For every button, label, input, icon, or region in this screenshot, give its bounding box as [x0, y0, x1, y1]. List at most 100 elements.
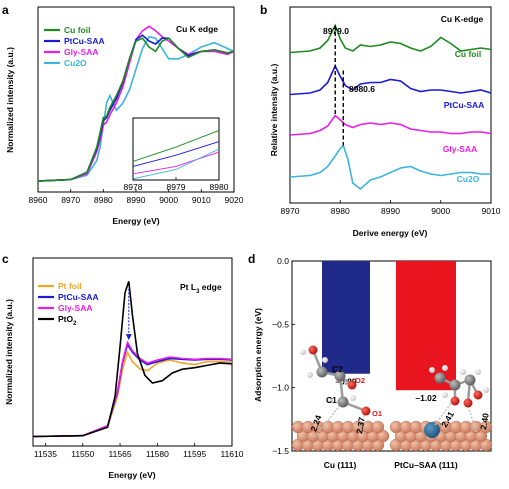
y-axis-title-b: Relative intensity (a.u.) — [269, 64, 279, 157]
ptcu-slab-cu-atom — [479, 420, 493, 434]
panel-letter-a: a — [2, 3, 9, 17]
b-legend-label-gly-saa: Gly-SAA — [443, 144, 477, 154]
panel-letter-b: b — [260, 3, 267, 17]
plot-frame-c — [32, 257, 233, 447]
b-legend-label-ptcu-saa: PtCu-SAA — [444, 100, 485, 110]
cu-slab-cu-atom — [371, 420, 385, 434]
a-x-tick-label-9010: 9010 — [192, 195, 211, 205]
d-category-label-cu-111: Cu (111) — [324, 460, 357, 470]
a-x-tick-label-8980: 8980 — [94, 195, 113, 205]
edge-label-a: Cu K edge — [176, 24, 218, 34]
peak-label-8980-6: 8980.6 — [349, 84, 375, 94]
y-ticks-d: 0.0 −0.5 −1.0 −1.5 — [272, 256, 295, 456]
panel-d: d 0.0 −0.5 −1.0 −1.5 Adsorption energy (eV)… — [248, 252, 493, 470]
b-series-line-cu2o — [289, 144, 491, 191]
x-axis-title-a: Energy (eV) — [112, 216, 159, 226]
b-x-tick-label-8970: 8970 — [281, 206, 300, 216]
a-inset-tick-label-8980: 8980 — [210, 182, 229, 192]
c-legend-label-gly-saa: Gly-SAA — [58, 303, 92, 313]
bond-2-37: 2.37 — [354, 416, 367, 434]
series-lines-a — [37, 25, 235, 182]
panel-c: c 11535 11550 11565 11580 11595 11610 Energy … — [2, 252, 244, 480]
b-series-line-ptcu-saa — [289, 64, 492, 96]
c-series-line-pt-foil — [32, 350, 233, 438]
ptcu-slab-structure — [389, 365, 493, 452]
c-x-tick-label-11610: 11610 — [220, 449, 243, 459]
a-x-tick-label-9000: 9000 — [159, 195, 178, 205]
c-series-line-pto2 — [32, 281, 233, 438]
b-legend-label-cu2o: Cu2O — [457, 174, 480, 184]
series-lines-b — [289, 23, 492, 191]
a-legend-label-cu2o: Cu2O — [64, 58, 87, 68]
d-bar-ptcu-saa-111 — [396, 261, 456, 391]
bars-d — [322, 261, 456, 391]
a-inset-line-cu2o — [132, 148, 220, 180]
cu-surface-atoms — [291, 420, 390, 452]
label-c2: C2 — [332, 364, 343, 374]
b-x-tick-label-8980: 8980 — [331, 206, 350, 216]
panel-letter-c: c — [2, 252, 9, 266]
d-category-label-ptcu-saa-111: PtCu–SAA (111) — [394, 460, 458, 470]
c-x-tick-label-11580: 11580 — [146, 449, 169, 459]
b-x-tick-label-9010: 9010 — [482, 206, 501, 216]
y-axis-title-d: Adsorption energy (eV) — [253, 308, 263, 402]
x-ticks-a: 8960 8970 8980 8990 9000 9010 9020 — [29, 189, 244, 205]
a-x-tick-label-9020: 9020 — [225, 195, 244, 205]
inset-frame-a — [132, 117, 220, 181]
label-o2: O2 — [355, 376, 365, 385]
panel-b: b 8970 8980 8990 9000 9010 Derive energy (eV… — [260, 3, 501, 238]
c-x-tick-label-11550: 11550 — [71, 449, 94, 459]
label-o1: O1 — [372, 409, 382, 418]
a-inset-tick-label-8978: 8978 — [124, 182, 143, 192]
panel-letter-d: d — [248, 252, 255, 266]
plot-frame-d — [291, 260, 492, 452]
y-axis-title-c: Normalized intensity (a.u.) — [4, 299, 14, 405]
b-x-tick-label-8990: 8990 — [381, 206, 400, 216]
edge-label-b: Cu K-edge — [441, 14, 484, 24]
cu-slab-structure — [291, 345, 390, 452]
c-series-line-gly-saa — [32, 340, 233, 438]
c-x-tick-label-11535: 11535 — [34, 449, 57, 459]
x-axis-title-b: Derive energy (eV) — [353, 228, 428, 238]
c-legend-label-pto2: PtO2 — [58, 314, 77, 327]
a-x-tick-label-8970: 8970 — [61, 195, 80, 205]
label-c1: C1 — [326, 395, 337, 405]
a-legend-label-cu-foil: Cu foil — [64, 25, 90, 35]
inset-x-ticks-a: 8978 8979 8980 — [124, 177, 229, 192]
c-x-tick-label-11595: 11595 — [183, 449, 206, 459]
d-y-tick-label-1-0: −1.0 — [272, 383, 289, 393]
d-y-tick-label-0-0: 0.0 — [277, 256, 289, 266]
inset-series-lines-a — [132, 129, 220, 180]
pt-atom — [424, 422, 440, 438]
d-bar-cu-111 — [322, 261, 370, 374]
c-x-tick-label-11565: 11565 — [109, 449, 132, 459]
a-x-tick-label-8960: 8960 — [29, 195, 48, 205]
peak-dash-lines-b — [334, 25, 344, 146]
peak-label-8979: 8979.0 — [323, 26, 349, 36]
x-ticks-c: 11535 11550 11565 11580 11595 11610 — [34, 443, 244, 459]
series-lines-c — [32, 281, 233, 438]
x-axis-title-c: Energy (eV) — [108, 470, 155, 480]
c-legend-label-ptcu-saa: PtCu-SAA — [58, 292, 99, 302]
b-legend-label-cu-foil: Cu foil — [455, 49, 481, 59]
d-bar-value-ptcu-saa-111: –1.02 — [415, 393, 437, 403]
category-labels-d: Cu (111) PtCu–SAA (111) — [324, 460, 458, 470]
a-x-tick-label-8990: 8990 — [127, 195, 146, 205]
bond-2-40: 2.40 — [478, 412, 491, 430]
a-inset-tick-label-8979: 8979 — [167, 182, 186, 192]
edge-label-c: Pt L3 edge — [180, 282, 222, 295]
d-y-tick-label-0-5: −0.5 — [272, 319, 289, 329]
b-x-tick-label-9000: 9000 — [431, 206, 450, 216]
x-ticks-b: 8970 8980 8990 9000 9010 — [281, 200, 501, 216]
series-labels-b: Cu foil PtCu-SAA Gly-SAA Cu2O — [443, 49, 485, 184]
a-inset-line-cu-foil — [132, 129, 220, 162]
panel-a: a 8960 8970 8980 8990 9000 9010 9020 Energy (e… — [2, 3, 244, 226]
a-series-line-cu-foil — [37, 37, 235, 182]
c-legend-label-pt-foil: Pt foil — [58, 281, 82, 291]
a-legend-label-ptcu-saa: PtCu-SAA — [64, 36, 105, 46]
a-legend-label-gly-saa: Gly-SAA — [64, 47, 98, 57]
a-inset-line-ptcu-saa — [132, 141, 220, 167]
